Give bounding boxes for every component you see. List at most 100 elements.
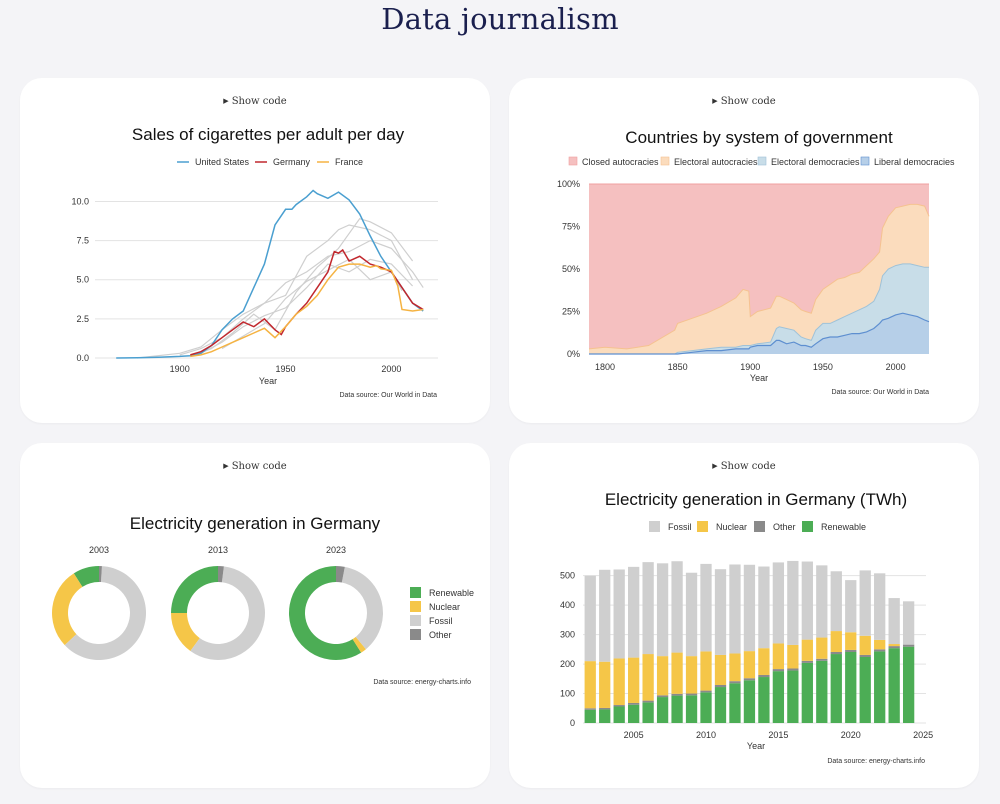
legend-swatch-other [410, 629, 421, 640]
donut-slice-nuclear-2003 [52, 573, 83, 646]
bar-fossil-2024 [902, 601, 915, 645]
y-tick-label: 100% [557, 179, 580, 189]
legend-label-germany: Germany [273, 157, 311, 167]
bar-other-2016 [787, 668, 799, 671]
series-line-france [190, 263, 424, 358]
donut-panel-label: 2003 [89, 545, 109, 555]
bar-fossil-2012 [729, 564, 741, 654]
x-tick-label: 2020 [841, 730, 861, 740]
bar-nuclear-2013 [743, 651, 756, 679]
legend-label-electoral-democracies: Electoral democracies [771, 157, 860, 167]
bar-fossil-2016 [787, 560, 799, 645]
legend-label-nuclear: Nuclear [716, 522, 747, 532]
bar-nuclear-2014 [758, 648, 770, 675]
show-code-toggle[interactable]: ▶ Show code [20, 96, 490, 107]
bar-nuclear-2019 [830, 631, 842, 652]
bar-fossil-2005 [628, 566, 640, 658]
series-line-other-5 [221, 258, 403, 350]
caret-right-icon: ▶ [712, 462, 718, 470]
x-tick-label: 2000 [381, 364, 401, 374]
bar-other-2009 [685, 693, 698, 696]
data-source: Data source: energy-charts.info [827, 758, 925, 765]
bar-nuclear-2002 [584, 661, 596, 709]
donut-slice-nuclear-2023 [352, 636, 366, 653]
y-tick-label: 7.5 [76, 236, 89, 246]
boundary-line-electoral-autocracies [588, 203, 930, 350]
bar-nuclear-2006 [642, 654, 654, 701]
caret-right-icon: ▶ [223, 97, 229, 105]
caret-right-icon: ▶ [223, 462, 229, 470]
bar-renewable-2009 [685, 695, 698, 723]
bar-fossil-2008 [671, 561, 683, 653]
donut-slice-nuclear-2013 [171, 613, 200, 652]
legend-swatch-electoral-autocracies [660, 156, 670, 166]
bar-nuclear-2018 [816, 637, 828, 659]
x-tick-label: 1900 [740, 362, 760, 372]
x-tick-label: 2010 [696, 730, 716, 740]
chart-card-electricity-donuts: ▶ Show code Electricity generation in Ger… [20, 443, 490, 788]
x-axis-label: Year [750, 373, 768, 383]
legend-label-fossil: Fossil [429, 616, 453, 626]
x-tick-label: 2005 [624, 730, 644, 740]
chart-title: Electricity generation in Germany (TWh) [605, 490, 907, 509]
bar-fossil-2017 [801, 561, 813, 640]
bar-renewable-2004 [613, 706, 625, 723]
chart-card-government: ▶ Show code Countries by system of govern… [509, 78, 979, 423]
y-tick-label: 10.0 [71, 196, 89, 206]
donut-slice-other-2003 [99, 566, 102, 583]
x-tick-label: 1950 [276, 364, 296, 374]
bar-fossil-2003 [599, 569, 611, 662]
bar-renewable-2021 [859, 657, 871, 723]
bar-renewable-2016 [787, 670, 799, 723]
bar-renewable-2003 [599, 709, 611, 723]
bar-fossil-2023 [888, 598, 900, 645]
bar-other-2024 [902, 644, 915, 647]
x-tick-label: 1950 [813, 362, 833, 372]
bar-other-2018 [816, 658, 828, 661]
legend-swatch-closed-autocracies [568, 156, 578, 166]
bar-fossil-2006 [642, 562, 654, 655]
bar-renewable-2013 [743, 680, 756, 723]
bar-renewable-2017 [801, 662, 813, 723]
bar-nuclear-2020 [845, 632, 857, 650]
show-code-toggle[interactable]: ▶ Show code [509, 461, 979, 472]
series-line-other-3 [190, 218, 414, 357]
x-tick-label: 2015 [768, 730, 788, 740]
electricity-donut-charts: Electricity generation in Germany 2003 201… [52, 514, 474, 686]
y-tick-label: 100 [560, 689, 575, 699]
bar-fossil-2015 [772, 562, 785, 644]
bar-nuclear-2004 [613, 658, 625, 706]
bar-renewable-2018 [816, 660, 828, 723]
legend-swatch-fossil [410, 615, 421, 626]
x-tick-label: 1900 [170, 364, 190, 374]
chart-card-electricity-bars: ▶ Show code Electricity generation in Ger… [509, 443, 979, 788]
bar-other-2014 [758, 674, 770, 678]
bar-renewable-2024 [902, 646, 915, 723]
bar-nuclear-2017 [801, 639, 813, 661]
bar-other-2006 [642, 700, 654, 703]
bar-nuclear-2021 [859, 635, 871, 655]
bar-fossil-2009 [685, 572, 698, 657]
bar-fossil-2002 [584, 575, 596, 662]
bar-other-2004 [613, 705, 625, 707]
bar-other-2003 [599, 707, 611, 710]
legend-swatch-fossil [649, 521, 660, 532]
bar-nuclear-2010 [700, 651, 712, 691]
bar-renewable-2012 [729, 683, 741, 723]
donut-slice-other-2013 [218, 566, 224, 583]
show-code-toggle[interactable]: ▶ Show code [509, 96, 979, 107]
bar-fossil-2013 [743, 564, 756, 652]
legend-swatch-renewable [802, 521, 813, 532]
chart-card-cigarettes: ▶ Show code Sales of cigarettes per adult… [20, 78, 490, 423]
show-code-toggle[interactable]: ▶ Show code [20, 461, 490, 472]
bar-fossil-2011 [714, 569, 727, 655]
bar-other-2023 [888, 646, 900, 649]
legend-label-renewable: Renewable [821, 522, 866, 532]
legend-label-united-states: United States [195, 157, 250, 167]
bar-renewable-2020 [845, 651, 857, 723]
bar-renewable-2011 [714, 687, 727, 723]
bar-nuclear-2008 [671, 652, 683, 694]
bar-fossil-2020 [845, 580, 857, 633]
donut-slice-other-2023 [336, 566, 345, 583]
bar-renewable-2015 [772, 671, 785, 723]
